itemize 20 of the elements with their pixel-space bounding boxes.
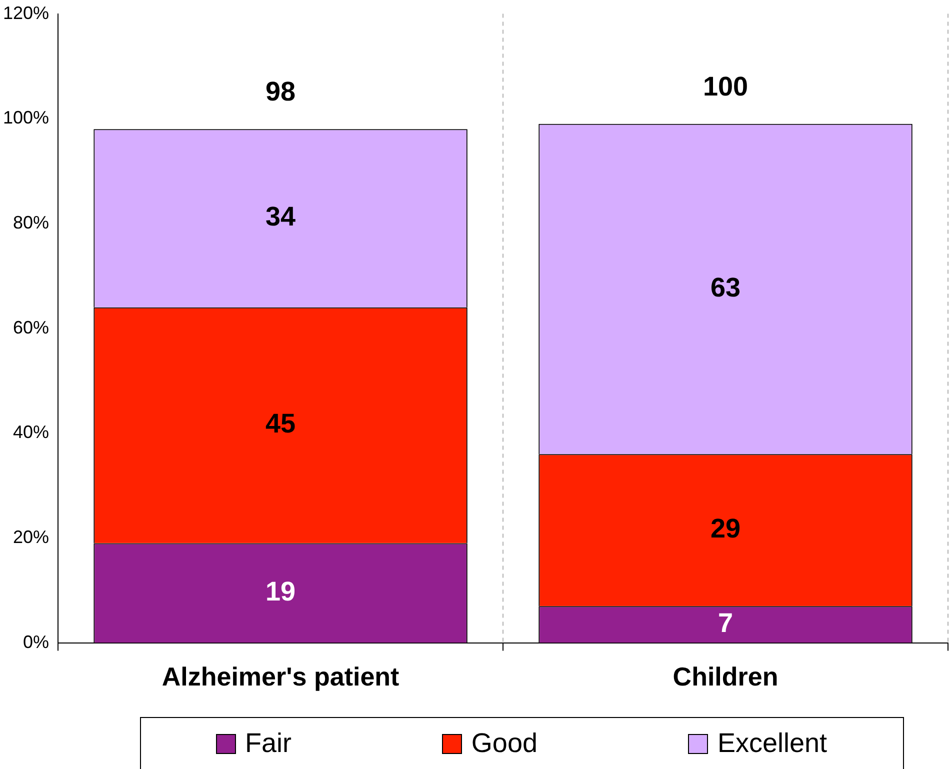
legend-label: Good [471,728,538,759]
y-tick-label: 40% [13,422,50,442]
y-tick-label: 120% [2,2,50,23]
y-tick-label: 20% [13,526,50,547]
legend-label: Fair [244,728,292,759]
y-tick-label: 60% [13,317,50,338]
y-tick-label: 0% [23,632,50,652]
data-label: 7 [718,608,734,638]
data-label: 63 [710,272,741,302]
data-label: 29 [710,514,741,544]
total-label: 100 [702,71,748,102]
legend-label: Excellent [717,728,827,759]
data-label: 34 [266,202,296,232]
total-label: 98 [266,76,296,107]
data-label: 45 [266,408,296,439]
y-tick-label: 80% [13,212,50,232]
y-tick-label: 100% [2,108,50,128]
x-tick-label: Alzheimer's patient [162,662,400,692]
x-tick-label: Children [672,662,778,692]
data-label: 19 [266,576,296,606]
